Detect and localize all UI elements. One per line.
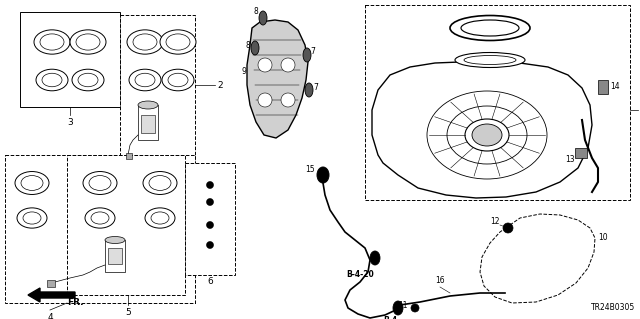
Text: B-4: B-4 <box>383 316 397 319</box>
Circle shape <box>207 241 214 249</box>
Bar <box>67 155 185 295</box>
Ellipse shape <box>160 30 196 54</box>
Circle shape <box>207 198 214 205</box>
Text: 4: 4 <box>47 313 53 319</box>
Ellipse shape <box>251 41 259 55</box>
Bar <box>365 5 630 200</box>
Ellipse shape <box>472 124 502 146</box>
Ellipse shape <box>36 69 68 91</box>
Ellipse shape <box>465 119 509 151</box>
Ellipse shape <box>85 208 115 228</box>
Text: 9: 9 <box>241 68 246 77</box>
Text: 8: 8 <box>245 41 250 50</box>
Circle shape <box>503 223 513 233</box>
Bar <box>5 155 195 303</box>
Text: 16: 16 <box>435 276 445 285</box>
Bar <box>575 148 587 158</box>
Text: 7: 7 <box>310 48 315 56</box>
Ellipse shape <box>455 53 525 68</box>
Ellipse shape <box>393 301 403 315</box>
Ellipse shape <box>23 212 41 224</box>
Bar <box>598 80 608 94</box>
Ellipse shape <box>70 30 106 54</box>
Circle shape <box>207 182 214 189</box>
Text: 13: 13 <box>565 155 575 164</box>
Ellipse shape <box>34 30 70 54</box>
Ellipse shape <box>151 212 169 224</box>
Text: 14: 14 <box>610 82 620 91</box>
Ellipse shape <box>83 172 117 195</box>
Ellipse shape <box>133 34 157 50</box>
Text: FR.: FR. <box>67 298 83 307</box>
Bar <box>105 240 125 272</box>
Bar <box>141 115 155 133</box>
Ellipse shape <box>127 30 163 54</box>
Ellipse shape <box>76 34 100 50</box>
Text: 5: 5 <box>125 308 131 317</box>
Ellipse shape <box>129 69 161 91</box>
Ellipse shape <box>17 208 47 228</box>
Ellipse shape <box>317 167 329 183</box>
Text: 6: 6 <box>207 277 213 286</box>
Text: TR24B0305: TR24B0305 <box>591 303 635 312</box>
Circle shape <box>281 58 295 72</box>
Text: 3: 3 <box>67 118 73 127</box>
Polygon shape <box>247 20 308 138</box>
Ellipse shape <box>72 69 104 91</box>
Text: B-4-20: B-4-20 <box>346 270 374 279</box>
Circle shape <box>411 304 419 312</box>
Bar <box>120 15 195 160</box>
Ellipse shape <box>149 175 171 190</box>
Text: 12: 12 <box>490 218 500 226</box>
Bar <box>108 248 122 264</box>
Ellipse shape <box>91 212 109 224</box>
Ellipse shape <box>78 73 98 87</box>
Circle shape <box>258 58 272 72</box>
Text: 8: 8 <box>253 8 258 17</box>
Ellipse shape <box>464 56 516 64</box>
Ellipse shape <box>40 34 64 50</box>
Ellipse shape <box>135 73 155 87</box>
Ellipse shape <box>461 20 519 36</box>
Ellipse shape <box>145 208 175 228</box>
Text: 2: 2 <box>217 80 223 90</box>
Ellipse shape <box>166 34 190 50</box>
Ellipse shape <box>105 236 125 243</box>
Ellipse shape <box>162 69 194 91</box>
Text: 15: 15 <box>305 166 315 174</box>
Circle shape <box>207 221 214 228</box>
Ellipse shape <box>21 175 43 190</box>
Circle shape <box>281 93 295 107</box>
Ellipse shape <box>89 175 111 190</box>
Text: 10: 10 <box>598 234 607 242</box>
Polygon shape <box>480 214 595 303</box>
Ellipse shape <box>42 73 62 87</box>
Text: 1: 1 <box>639 106 640 115</box>
Ellipse shape <box>143 172 177 195</box>
Ellipse shape <box>138 101 158 109</box>
Text: 11: 11 <box>399 301 408 310</box>
Bar <box>138 105 158 140</box>
FancyArrow shape <box>28 288 75 302</box>
Bar <box>47 280 55 287</box>
Ellipse shape <box>305 83 313 97</box>
Ellipse shape <box>168 73 188 87</box>
Ellipse shape <box>15 172 49 195</box>
Bar <box>185 163 235 275</box>
Bar <box>126 153 132 159</box>
Bar <box>20 12 120 107</box>
Circle shape <box>258 93 272 107</box>
Ellipse shape <box>450 16 530 41</box>
Polygon shape <box>372 62 592 198</box>
Text: 7: 7 <box>313 83 318 92</box>
Ellipse shape <box>259 11 267 25</box>
Ellipse shape <box>370 251 380 265</box>
Ellipse shape <box>303 48 311 62</box>
